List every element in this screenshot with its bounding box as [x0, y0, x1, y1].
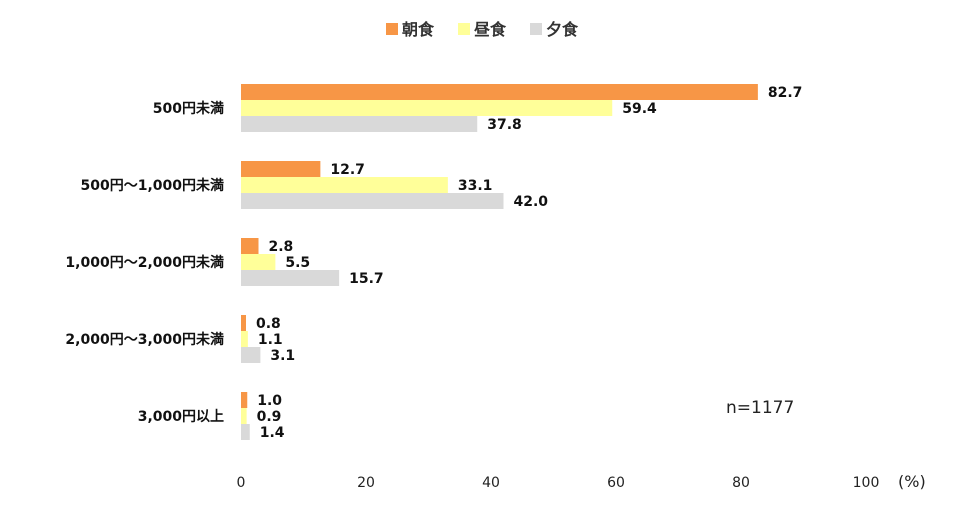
x-tick-label-1: 20	[357, 475, 375, 491]
value-labels: 82.7 59.4 37.8 12.7 33.1 42.0 2.85.5 15.7 0.81.1…	[256, 85, 802, 441]
legend-swatch-0	[386, 23, 398, 35]
x-axis-ticks: 0 20 40 60 80 100	[237, 475, 880, 491]
value-label-2-2: 15.7	[349, 271, 384, 287]
bar-3-0	[241, 315, 246, 331]
value-label-4-1: 0.9	[257, 409, 282, 425]
bar-4-0	[241, 392, 248, 408]
bar-2-1	[241, 254, 276, 270]
category-label-2: 1,000円〜2,000円未満	[65, 254, 224, 271]
legend-label-1: 昼食	[473, 20, 507, 39]
value-label-2-0: 2.8	[269, 239, 294, 255]
sample-size-note: n=1177	[726, 398, 794, 418]
bar-4-2	[241, 424, 250, 440]
category-label-4: 3,000円以上	[138, 409, 224, 425]
value-label-0-1: 59.4	[622, 101, 657, 117]
value-label-1-1: 33.1	[458, 178, 493, 194]
value-label-1-0: 12.7	[330, 162, 365, 178]
legend-swatch-1	[458, 23, 470, 35]
legend-label-2: 夕食	[546, 20, 579, 39]
bars	[241, 84, 758, 440]
value-label-4-0: 1.0	[257, 393, 282, 409]
bar-2-0	[241, 238, 259, 254]
value-label-3-1: 1.1	[258, 332, 283, 348]
bar-0-2	[241, 116, 478, 132]
value-label-0-0: 82.7	[768, 85, 803, 101]
x-tick-label-0: 0	[237, 475, 246, 491]
bar-1-1	[241, 177, 448, 193]
bar-1-2	[241, 193, 504, 209]
category-labels: 500円未満 500円〜1,000円未満 1,000円〜2,000円未満 2,000円…	[65, 100, 224, 425]
x-axis-unit: (%)	[898, 472, 926, 491]
bar-2-2	[241, 270, 340, 286]
value-label-4-2: 1.4	[260, 425, 285, 441]
x-tick-label-3: 60	[607, 475, 625, 491]
category-label-3: 2,000円〜3,000円未満	[65, 331, 224, 348]
value-label-2-1: 5.5	[285, 255, 310, 271]
bar-1-0	[241, 161, 321, 177]
bar-0-0	[241, 84, 758, 100]
bar-3-1	[241, 331, 248, 347]
legend-label-0: 朝食	[402, 20, 435, 39]
bar-0-1	[241, 100, 613, 116]
category-label-0: 500円未満	[153, 100, 224, 117]
legend: 朝食 昼食 夕食	[386, 20, 579, 39]
value-label-1-2: 42.0	[514, 194, 549, 210]
x-tick-label-2: 40	[482, 475, 500, 491]
x-tick-label-4: 80	[732, 475, 750, 491]
value-label-3-0: 0.8	[256, 316, 281, 332]
value-label-3-2: 3.1	[270, 348, 295, 364]
bar-3-2	[241, 347, 261, 363]
legend-swatch-2	[530, 23, 542, 35]
bar-4-1	[241, 408, 247, 424]
x-tick-label-5: 100	[853, 475, 880, 491]
category-label-1: 500円〜1,000円未満	[80, 177, 224, 194]
value-label-0-2: 37.8	[487, 117, 522, 133]
